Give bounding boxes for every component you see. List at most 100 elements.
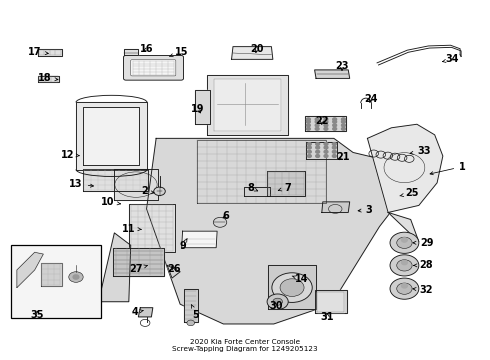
Polygon shape bbox=[38, 76, 59, 82]
Circle shape bbox=[342, 124, 345, 127]
Circle shape bbox=[332, 146, 336, 149]
Text: 17: 17 bbox=[28, 47, 49, 57]
Text: 21: 21 bbox=[337, 152, 350, 162]
Polygon shape bbox=[268, 265, 316, 309]
Text: 33: 33 bbox=[410, 146, 430, 156]
Circle shape bbox=[306, 118, 310, 121]
Circle shape bbox=[280, 279, 304, 296]
Circle shape bbox=[306, 120, 310, 123]
Circle shape bbox=[307, 143, 311, 145]
Text: 15: 15 bbox=[170, 47, 188, 57]
Circle shape bbox=[324, 154, 328, 157]
Circle shape bbox=[306, 127, 310, 130]
Circle shape bbox=[316, 150, 319, 153]
Circle shape bbox=[324, 143, 328, 145]
Circle shape bbox=[187, 320, 195, 326]
Polygon shape bbox=[124, 49, 138, 55]
Polygon shape bbox=[83, 169, 148, 191]
Polygon shape bbox=[184, 289, 198, 322]
Circle shape bbox=[316, 154, 319, 157]
Circle shape bbox=[324, 150, 328, 153]
Text: 35: 35 bbox=[31, 310, 44, 320]
Polygon shape bbox=[315, 290, 347, 313]
Text: 11: 11 bbox=[122, 224, 141, 234]
Text: 12: 12 bbox=[61, 150, 80, 159]
Text: 8: 8 bbox=[247, 183, 258, 193]
Polygon shape bbox=[207, 75, 288, 135]
Circle shape bbox=[272, 273, 312, 302]
Polygon shape bbox=[129, 204, 175, 252]
Circle shape bbox=[401, 284, 407, 288]
Polygon shape bbox=[38, 49, 62, 56]
Text: 23: 23 bbox=[335, 62, 349, 71]
Text: 18: 18 bbox=[37, 73, 58, 84]
Circle shape bbox=[307, 150, 311, 153]
Circle shape bbox=[307, 146, 311, 149]
Circle shape bbox=[306, 124, 310, 127]
Circle shape bbox=[332, 150, 336, 153]
Circle shape bbox=[333, 118, 337, 121]
Text: 30: 30 bbox=[270, 301, 283, 311]
Polygon shape bbox=[41, 263, 62, 286]
Text: 2020 Kia Forte Center Console
Screw-Tapping Diagram for 1249205123: 2020 Kia Forte Center Console Screw-Tapp… bbox=[172, 339, 318, 352]
Polygon shape bbox=[147, 138, 412, 324]
Text: 7: 7 bbox=[278, 183, 291, 193]
Circle shape bbox=[316, 146, 319, 149]
Polygon shape bbox=[76, 102, 147, 170]
Text: 2: 2 bbox=[141, 186, 154, 196]
Circle shape bbox=[397, 237, 412, 248]
Circle shape bbox=[316, 143, 319, 145]
Polygon shape bbox=[306, 142, 337, 159]
Circle shape bbox=[401, 260, 407, 265]
Text: 10: 10 bbox=[101, 197, 121, 207]
Polygon shape bbox=[315, 70, 350, 78]
Text: 22: 22 bbox=[315, 116, 329, 126]
Polygon shape bbox=[267, 171, 305, 196]
Circle shape bbox=[333, 120, 337, 123]
Text: 13: 13 bbox=[69, 179, 94, 189]
Polygon shape bbox=[305, 117, 346, 131]
Circle shape bbox=[324, 120, 328, 123]
Circle shape bbox=[390, 255, 419, 276]
Polygon shape bbox=[182, 231, 217, 248]
Circle shape bbox=[342, 120, 345, 123]
Text: 27: 27 bbox=[129, 264, 148, 274]
Polygon shape bbox=[138, 308, 153, 317]
Text: 14: 14 bbox=[292, 274, 308, 284]
Polygon shape bbox=[232, 47, 273, 59]
Polygon shape bbox=[113, 248, 164, 276]
Text: 3: 3 bbox=[358, 205, 372, 215]
FancyBboxPatch shape bbox=[131, 60, 176, 76]
Polygon shape bbox=[368, 124, 443, 212]
Circle shape bbox=[307, 154, 311, 157]
Text: 31: 31 bbox=[321, 312, 334, 322]
Text: 1: 1 bbox=[430, 162, 466, 175]
Circle shape bbox=[390, 278, 419, 299]
Circle shape bbox=[324, 127, 328, 130]
Circle shape bbox=[73, 275, 79, 279]
Text: 28: 28 bbox=[414, 260, 433, 270]
Circle shape bbox=[315, 118, 319, 121]
Circle shape bbox=[315, 120, 319, 123]
Circle shape bbox=[324, 118, 328, 121]
Polygon shape bbox=[322, 202, 350, 212]
Polygon shape bbox=[317, 292, 344, 312]
Text: 25: 25 bbox=[400, 188, 419, 198]
Circle shape bbox=[69, 272, 83, 282]
Circle shape bbox=[333, 127, 337, 130]
Circle shape bbox=[401, 238, 407, 242]
Polygon shape bbox=[17, 252, 43, 288]
Polygon shape bbox=[195, 90, 210, 124]
Circle shape bbox=[333, 124, 337, 127]
Circle shape bbox=[332, 154, 336, 157]
Text: 20: 20 bbox=[250, 45, 264, 54]
Circle shape bbox=[324, 146, 328, 149]
Polygon shape bbox=[214, 80, 281, 131]
Circle shape bbox=[342, 127, 345, 130]
Text: 9: 9 bbox=[179, 239, 187, 251]
Text: 4: 4 bbox=[131, 307, 144, 317]
Polygon shape bbox=[98, 233, 131, 302]
Circle shape bbox=[315, 124, 319, 127]
Text: 6: 6 bbox=[222, 211, 229, 221]
Polygon shape bbox=[114, 169, 158, 201]
